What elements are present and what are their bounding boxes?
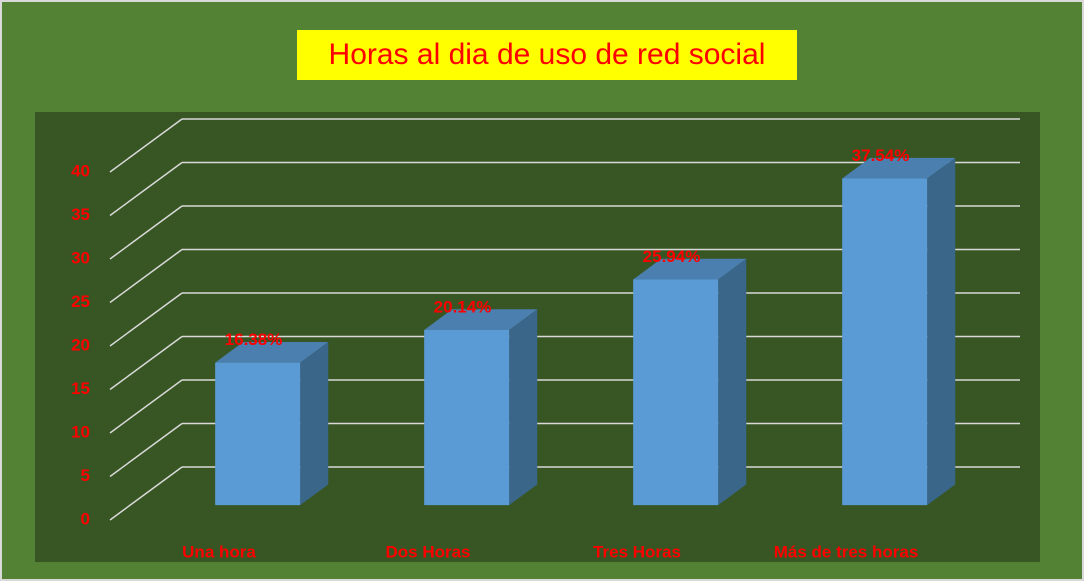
bar-side <box>509 309 538 506</box>
x-tick-label: Dos Horas <box>385 542 470 561</box>
y-tick-label: 20 <box>71 335 90 354</box>
grid-diagonal <box>109 422 183 478</box>
data-label: 20.14% <box>434 297 492 316</box>
grid-diagonal <box>109 248 183 304</box>
bar-top <box>842 157 956 179</box>
grid-diagonal <box>109 466 183 521</box>
data-label: 37.54% <box>852 146 910 165</box>
y-tick-label: 15 <box>71 379 90 398</box>
data-label: 25.94% <box>643 247 701 266</box>
grid-diagonal <box>109 335 183 391</box>
y-tick-label: 10 <box>71 422 90 441</box>
grid-diagonal <box>109 118 183 173</box>
y-tick-label: 30 <box>71 248 90 267</box>
x-tick-label: Tres Horas <box>593 542 681 561</box>
grid-diagonal <box>109 205 183 260</box>
bar <box>842 178 928 506</box>
bar-side <box>718 258 747 506</box>
x-tick-label: Una hora <box>182 542 256 561</box>
chart-title: Horas al dia de uso de red social <box>329 38 766 71</box>
bar <box>215 362 301 506</box>
y-tick-label: 0 <box>81 509 90 528</box>
title-box <box>297 30 797 80</box>
y-tick-label: 25 <box>71 292 90 311</box>
grid-diagonal <box>109 161 183 217</box>
x-tick-label: Más de tres horas <box>774 542 919 561</box>
y-tick-label: 5 <box>81 466 90 485</box>
bar-top <box>424 309 538 330</box>
bar-top <box>215 341 329 363</box>
grid-diagonal <box>109 292 183 347</box>
bar <box>424 329 510 506</box>
y-tick-label: 40 <box>71 161 90 180</box>
bar-top <box>633 258 747 280</box>
grid-diagonal <box>109 379 183 434</box>
data-label: 16.38% <box>225 330 283 349</box>
bar-side <box>300 341 329 506</box>
bar-side <box>927 157 956 506</box>
bar <box>633 279 719 506</box>
y-tick-label: 35 <box>71 205 90 224</box>
